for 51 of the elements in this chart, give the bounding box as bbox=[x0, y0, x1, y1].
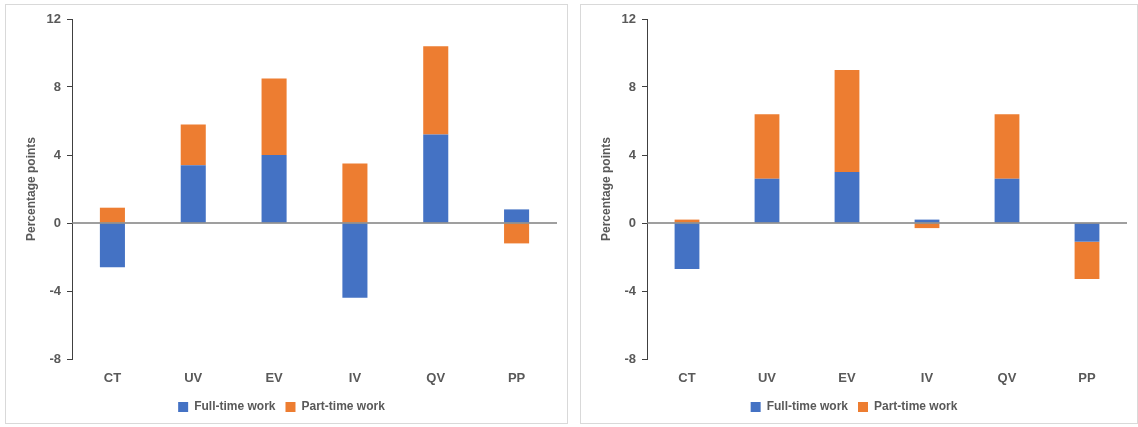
x-tick-label: PP bbox=[507, 370, 526, 386]
x-tick-label: IV bbox=[920, 370, 934, 386]
y-tick-label: 4 bbox=[628, 146, 637, 162]
y-tick-label: 8 bbox=[53, 78, 61, 94]
bar bbox=[504, 223, 530, 244]
bar bbox=[180, 124, 206, 166]
bar bbox=[423, 46, 449, 135]
y-tick-label: 0 bbox=[53, 214, 61, 230]
bar bbox=[1074, 223, 1100, 242]
x-tick-label: QV bbox=[997, 370, 1017, 386]
bar bbox=[674, 223, 700, 269]
bar bbox=[994, 178, 1020, 223]
y-tick-label: 12 bbox=[46, 10, 61, 26]
legend-label: Full-time work bbox=[766, 399, 849, 414]
bar bbox=[754, 178, 780, 223]
x-tick-label: EV bbox=[838, 370, 856, 386]
bar bbox=[423, 134, 449, 223]
bar bbox=[834, 70, 860, 172]
x-tick-label: CT bbox=[678, 370, 696, 386]
bar bbox=[180, 165, 206, 223]
y-tick-label: -4 bbox=[624, 282, 637, 298]
bar bbox=[261, 78, 287, 155]
x-tick-label: PP bbox=[1078, 370, 1096, 386]
y-tick-label: 4 bbox=[53, 146, 62, 162]
legend-label: Full-time work bbox=[194, 399, 276, 414]
bar bbox=[754, 114, 780, 179]
legend-label: Part-time work bbox=[301, 399, 386, 414]
bar bbox=[342, 163, 368, 223]
y-tick-label: 8 bbox=[628, 78, 636, 94]
bar bbox=[99, 223, 125, 268]
legend-label: Part-time work bbox=[873, 399, 958, 414]
bar bbox=[1074, 241, 1100, 280]
bar bbox=[261, 155, 287, 223]
y-tick-label: -8 bbox=[624, 350, 636, 366]
bar bbox=[504, 209, 530, 223]
x-tick-label: UV bbox=[757, 370, 777, 386]
y-tick-label: -8 bbox=[49, 350, 61, 366]
y-tick-label: -4 bbox=[49, 282, 62, 298]
y-tick-label: 0 bbox=[628, 214, 636, 230]
bar bbox=[834, 172, 860, 223]
y-axis-title: Percentage points bbox=[598, 136, 613, 242]
y-axis-title: Percentage points bbox=[23, 136, 38, 242]
x-tick-label: IV bbox=[348, 370, 362, 386]
y-tick-label: 12 bbox=[621, 10, 636, 26]
bar bbox=[99, 207, 125, 223]
bar bbox=[994, 114, 1020, 179]
x-tick-label: CT bbox=[103, 370, 122, 386]
x-tick-label: UV bbox=[184, 370, 203, 386]
x-tick-label: QV bbox=[426, 370, 446, 386]
bar bbox=[342, 223, 368, 298]
x-tick-label: EV bbox=[265, 370, 284, 386]
